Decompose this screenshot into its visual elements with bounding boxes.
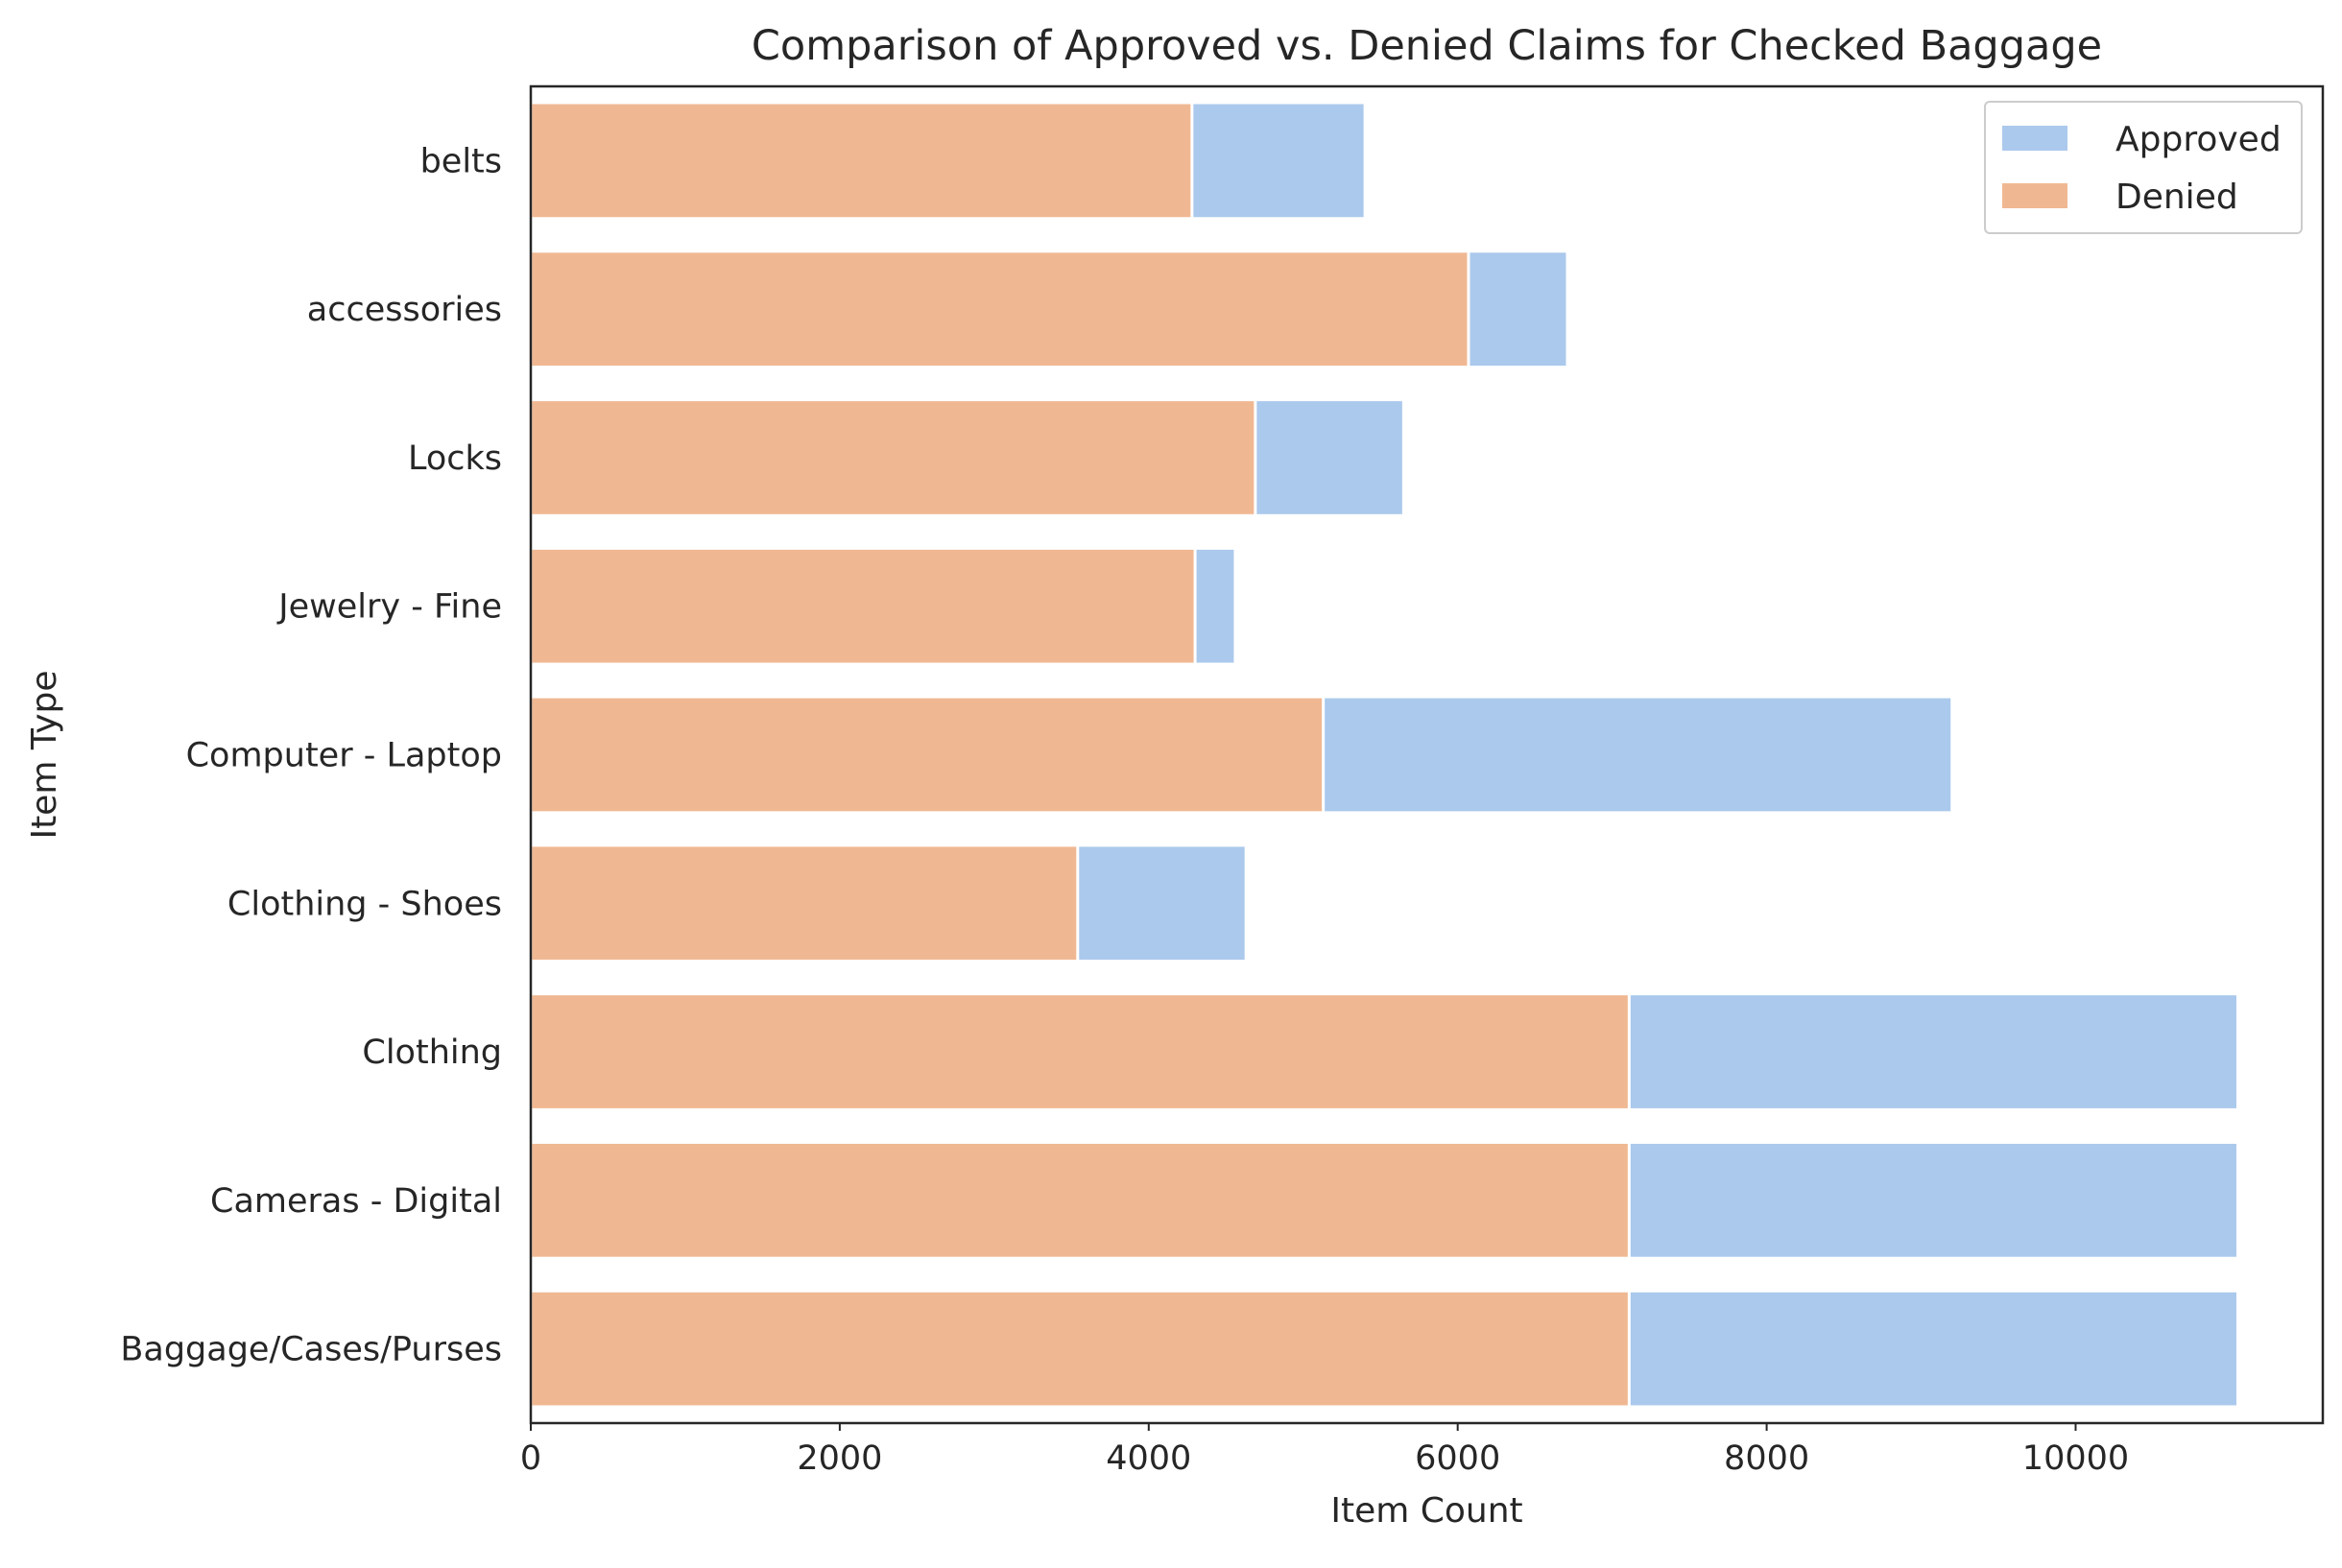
y-tick-label-locks: Locks [408, 440, 502, 478]
y-tick-label-belts: belts [420, 142, 502, 180]
chart-title: Comparison of Approved vs. Denied Claims… [752, 22, 2102, 70]
y-tick-label-clothing-shoes: Clothing - Shoes [227, 885, 502, 923]
y-tick-label-clothing: Clothing [362, 1033, 502, 1072]
x-tick-label: 6000 [1415, 1439, 1500, 1478]
legend: Approved Denied [1984, 101, 2303, 234]
bar-denied-computer-laptop [529, 695, 1326, 815]
bar-denied-baggage-cases-purses [529, 1289, 1631, 1409]
bar-denied-locks [529, 398, 1257, 517]
bar-denied-clothing [529, 992, 1631, 1111]
y-tick-label-jewelry-fine: Jewelry - Fine [276, 588, 502, 627]
legend-swatch-approved [2002, 126, 2067, 151]
x-tick-label: 10000 [2022, 1439, 2129, 1478]
y-tick-label-computer-laptop: Computer - Laptop [186, 737, 502, 775]
legend-label-denied: Denied [2115, 178, 2238, 217]
x-tick-label: 0 [520, 1439, 541, 1478]
bar-denied-belts [529, 101, 1194, 221]
legend-swatch-denied [2002, 183, 2067, 208]
plot-area-frame [529, 84, 2325, 1425]
y-axis-ticks: belts accessories Locks Jewelry - Fine Compu… [120, 142, 502, 1368]
y-tick-label-cameras-digital: Cameras - Digital [210, 1182, 502, 1221]
x-tick-label: 2000 [797, 1439, 882, 1478]
bar-denied-jewelry-fine [529, 546, 1197, 666]
bar-denied-cameras-digital [529, 1140, 1631, 1260]
bar-denied-clothing-shoes [529, 843, 1080, 963]
bars-layer [529, 101, 2239, 1409]
y-axis-label: Item Type [25, 670, 64, 839]
bar-denied-accessories [529, 249, 1470, 369]
x-tick-label: 4000 [1106, 1439, 1191, 1478]
y-tick-label-accessories: accessories [307, 291, 502, 329]
y-tick-label-baggage-cases-purses: Baggage/Cases/Purses [120, 1331, 502, 1369]
x-tick-label: 8000 [1724, 1439, 1809, 1478]
legend-label-approved: Approved [2115, 120, 2282, 159]
x-axis-ticks: 0 2000 4000 6000 8000 10000 [520, 1423, 2129, 1478]
x-axis-label: Item Count [1330, 1491, 1522, 1531]
